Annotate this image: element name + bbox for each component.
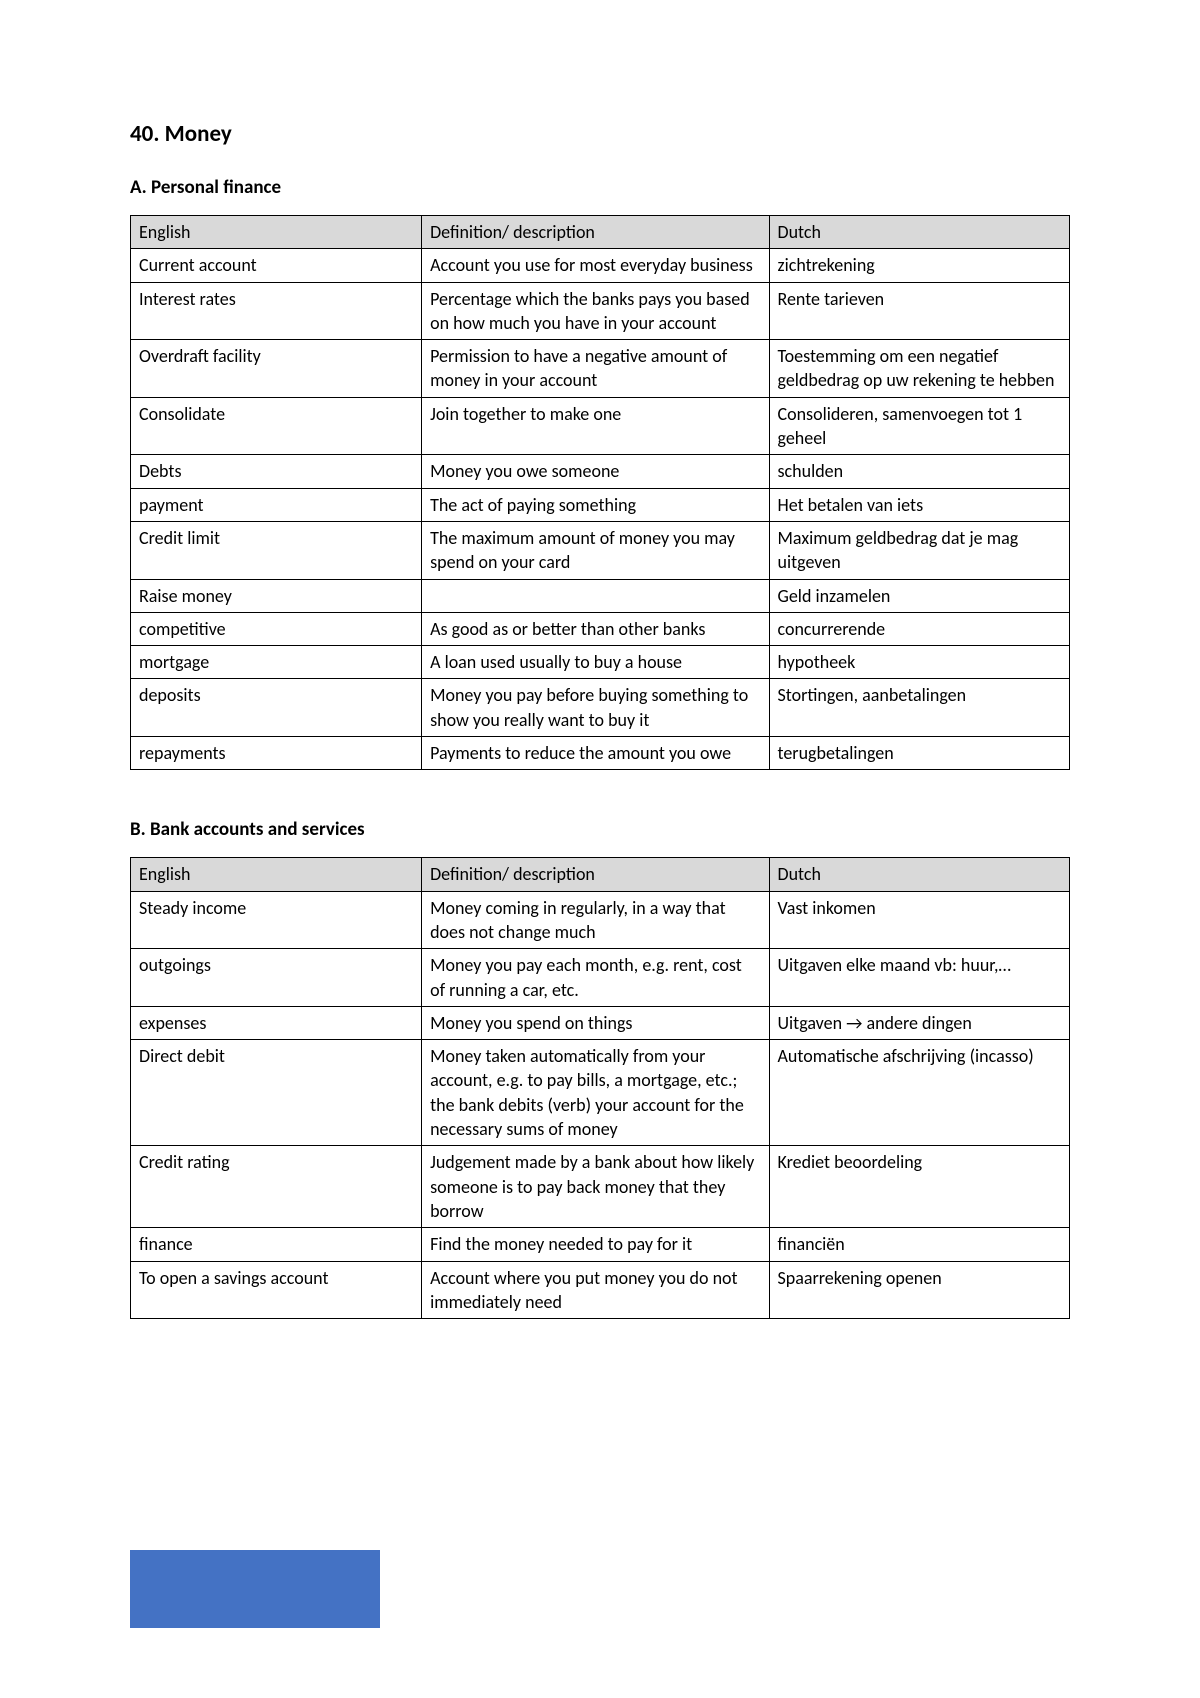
- cell-english: competitive: [131, 612, 422, 645]
- table-row: expensesMoney you spend on thingsUitgave…: [131, 1006, 1070, 1039]
- table-row: repaymentsPayments to reduce the amount …: [131, 737, 1070, 770]
- table-row: mortgageA loan used usually to buy a hou…: [131, 646, 1070, 679]
- document-page: 40. Money A. Personal finance English De…: [0, 0, 1200, 1319]
- cell-dutch: Maximum geldbedrag dat je mag uitgeven: [769, 521, 1070, 579]
- cell-english: Credit rating: [131, 1146, 422, 1228]
- table-row: DebtsMoney you owe someoneschulden: [131, 455, 1070, 488]
- cell-english: expenses: [131, 1006, 422, 1039]
- section-a-heading: A. Personal finance: [130, 176, 1070, 199]
- cell-definition: Money you pay each month, e.g. rent, cos…: [422, 949, 769, 1007]
- table-row: Raise money Geld inzamelen: [131, 579, 1070, 612]
- cell-definition: Judgement made by a bank about how likel…: [422, 1146, 769, 1228]
- table-row: paymentThe act of paying somethingHet be…: [131, 488, 1070, 521]
- cell-dutch: Uitgaven elke maand vb: huur,…: [769, 949, 1070, 1007]
- table-section-a: English Definition/ description Dutch Cu…: [130, 215, 1070, 770]
- page-title: 40. Money: [130, 120, 1070, 148]
- cell-dutch: Het betalen van iets: [769, 488, 1070, 521]
- cell-dutch: terugbetalingen: [769, 737, 1070, 770]
- cell-english: finance: [131, 1228, 422, 1261]
- table-header-row: English Definition/ description Dutch: [131, 858, 1070, 891]
- col-header-english: English: [131, 858, 422, 891]
- table-row: outgoingsMoney you pay each month, e.g. …: [131, 949, 1070, 1007]
- cell-definition: Money you pay before buying something to…: [422, 679, 769, 737]
- table-body-b: Steady incomeMoney coming in regularly, …: [131, 891, 1070, 1318]
- cell-english: deposits: [131, 679, 422, 737]
- cell-dutch: financiën: [769, 1228, 1070, 1261]
- cell-english: Steady income: [131, 891, 422, 949]
- table-row: depositsMoney you pay before buying some…: [131, 679, 1070, 737]
- cell-definition: The act of paying something: [422, 488, 769, 521]
- cell-dutch: hypotheek: [769, 646, 1070, 679]
- cell-definition: Account where you put money you do not i…: [422, 1261, 769, 1319]
- cell-english: Consolidate: [131, 397, 422, 455]
- cell-dutch: Stortingen, aanbetalingen: [769, 679, 1070, 737]
- table-body-a: Current accountAccount you use for most …: [131, 249, 1070, 770]
- cell-dutch: Uitgaven → andere dingen: [769, 1006, 1070, 1039]
- col-header-english: English: [131, 216, 422, 249]
- cell-definition: Money coming in regularly, in a way that…: [422, 891, 769, 949]
- cell-definition: Percentage which the banks pays you base…: [422, 282, 769, 340]
- cell-english: Overdraft facility: [131, 340, 422, 398]
- cell-english: Interest rates: [131, 282, 422, 340]
- cell-english: outgoings: [131, 949, 422, 1007]
- col-header-definition: Definition/ description: [422, 858, 769, 891]
- table-row: Steady incomeMoney coming in regularly, …: [131, 891, 1070, 949]
- cell-english: mortgage: [131, 646, 422, 679]
- table-row: Credit ratingJudgement made by a bank ab…: [131, 1146, 1070, 1228]
- table-header-row: English Definition/ description Dutch: [131, 216, 1070, 249]
- cell-definition: Money you owe someone: [422, 455, 769, 488]
- section-b-heading: B. Bank accounts and services: [130, 818, 1070, 841]
- cell-english: payment: [131, 488, 422, 521]
- cell-definition: [422, 579, 769, 612]
- cell-english: To open a savings account: [131, 1261, 422, 1319]
- cell-dutch: Consolideren, samenvoegen tot 1 geheel: [769, 397, 1070, 455]
- table-row: Current accountAccount you use for most …: [131, 249, 1070, 282]
- table-row: Direct debitMoney taken automatically fr…: [131, 1040, 1070, 1146]
- cell-definition: Payments to reduce the amount you owe: [422, 737, 769, 770]
- table-row: competitiveAs good as or better than oth…: [131, 612, 1070, 645]
- cell-dutch: Spaarrekening openen: [769, 1261, 1070, 1319]
- cell-definition: Find the money needed to pay for it: [422, 1228, 769, 1261]
- cell-dutch: Geld inzamelen: [769, 579, 1070, 612]
- table-row: Credit limitThe maximum amount of money …: [131, 521, 1070, 579]
- cell-dutch: Vast inkomen: [769, 891, 1070, 949]
- cell-definition: A loan used usually to buy a house: [422, 646, 769, 679]
- table-row: Interest ratesPercentage which the banks…: [131, 282, 1070, 340]
- cell-definition: Money you spend on things: [422, 1006, 769, 1039]
- cell-definition: Account you use for most everyday busine…: [422, 249, 769, 282]
- cell-dutch: concurrerende: [769, 612, 1070, 645]
- table-row: financeFind the money needed to pay for …: [131, 1228, 1070, 1261]
- cell-english: Direct debit: [131, 1040, 422, 1146]
- table-row: Overdraft facilityPermission to have a n…: [131, 340, 1070, 398]
- cell-dutch: Toestemming om een negatief geldbedrag o…: [769, 340, 1070, 398]
- cell-dutch: Krediet beoordeling: [769, 1146, 1070, 1228]
- cell-definition: Permission to have a negative amount of …: [422, 340, 769, 398]
- cell-english: Debts: [131, 455, 422, 488]
- cell-english: Credit limit: [131, 521, 422, 579]
- cell-definition: The maximum amount of money you may spen…: [422, 521, 769, 579]
- cell-definition: As good as or better than other banks: [422, 612, 769, 645]
- col-header-dutch: Dutch: [769, 858, 1070, 891]
- cell-dutch: Rente tarieven: [769, 282, 1070, 340]
- table-row: ConsolidateJoin together to make oneCons…: [131, 397, 1070, 455]
- cell-dutch: Automatische afschrijving (incasso): [769, 1040, 1070, 1146]
- col-header-dutch: Dutch: [769, 216, 1070, 249]
- footer-box: [130, 1550, 380, 1628]
- cell-dutch: zichtrekening: [769, 249, 1070, 282]
- col-header-definition: Definition/ description: [422, 216, 769, 249]
- cell-english: repayments: [131, 737, 422, 770]
- cell-definition: Join together to make one: [422, 397, 769, 455]
- table-row: To open a savings accountAccount where y…: [131, 1261, 1070, 1319]
- table-section-b: English Definition/ description Dutch St…: [130, 857, 1070, 1319]
- cell-english: Raise money: [131, 579, 422, 612]
- cell-dutch: schulden: [769, 455, 1070, 488]
- cell-english: Current account: [131, 249, 422, 282]
- cell-definition: Money taken automatically from your acco…: [422, 1040, 769, 1146]
